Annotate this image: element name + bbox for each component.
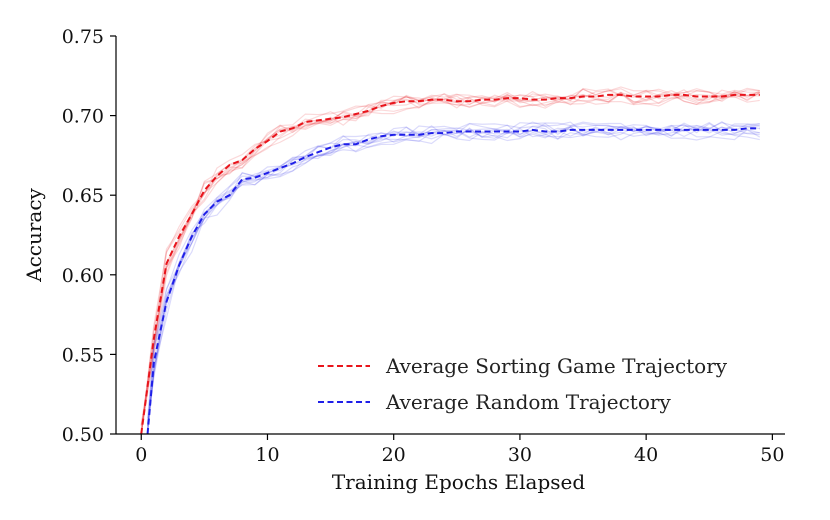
y-tick-label-4: 0.70 <box>62 106 104 128</box>
run-line-sorting-10 <box>140 90 760 434</box>
x-axis-title: Training Epochs Elapsed <box>332 470 586 494</box>
average-series <box>140 93 760 434</box>
run-line-random-10 <box>146 130 760 434</box>
run-line-sorting-5 <box>140 88 760 434</box>
legend-label-random: Average Random Trajectory <box>385 390 671 414</box>
run-line-random-2 <box>146 124 760 424</box>
x-tick-label-40: 40 <box>634 444 658 466</box>
y-tick-label-5: 0.75 <box>62 26 104 48</box>
x-tick-label-10: 10 <box>255 444 279 466</box>
run-line-sorting-7 <box>140 86 760 425</box>
run-line-random-8 <box>146 120 760 426</box>
series-line-random <box>146 127 760 434</box>
run-line-random-6 <box>146 126 760 426</box>
run-line-random-5 <box>146 126 760 429</box>
run-line-random-4 <box>146 121 760 430</box>
axes: 0 10 20 30 40 50 0.50 0.55 0.60 0.65 0.70 0.75 Train… <box>22 26 785 494</box>
run-line-random-9 <box>146 121 760 419</box>
run-line-sorting-8 <box>140 92 761 434</box>
x-tick-label-30: 30 <box>508 444 532 466</box>
y-tick-label-0: 0.50 <box>62 424 104 446</box>
individual-runs <box>140 86 761 434</box>
y-tick-label-2: 0.60 <box>62 265 104 287</box>
run-line-random-3 <box>146 122 760 434</box>
run-line-sorting-1 <box>140 88 761 434</box>
x-tick-label-50: 50 <box>760 444 784 466</box>
legend: Average Sorting Game Trajectory Average R… <box>318 354 728 414</box>
run-line-sorting-3 <box>140 94 760 427</box>
y-tick-label-1: 0.55 <box>62 344 104 366</box>
y-tick-label-3: 0.65 <box>62 185 104 207</box>
series-line-sorting-game <box>140 93 760 434</box>
x-tick-label-0: 0 <box>135 444 147 466</box>
run-line-sorting-9 <box>140 91 761 434</box>
y-axis-title: Accuracy <box>22 187 46 282</box>
run-line-random-1 <box>146 124 760 424</box>
legend-label-sorting-game: Average Sorting Game Trajectory <box>385 354 728 378</box>
run-line-sorting-4 <box>140 91 760 434</box>
run-line-sorting-2 <box>140 90 760 430</box>
x-tick-label-20: 20 <box>382 444 406 466</box>
